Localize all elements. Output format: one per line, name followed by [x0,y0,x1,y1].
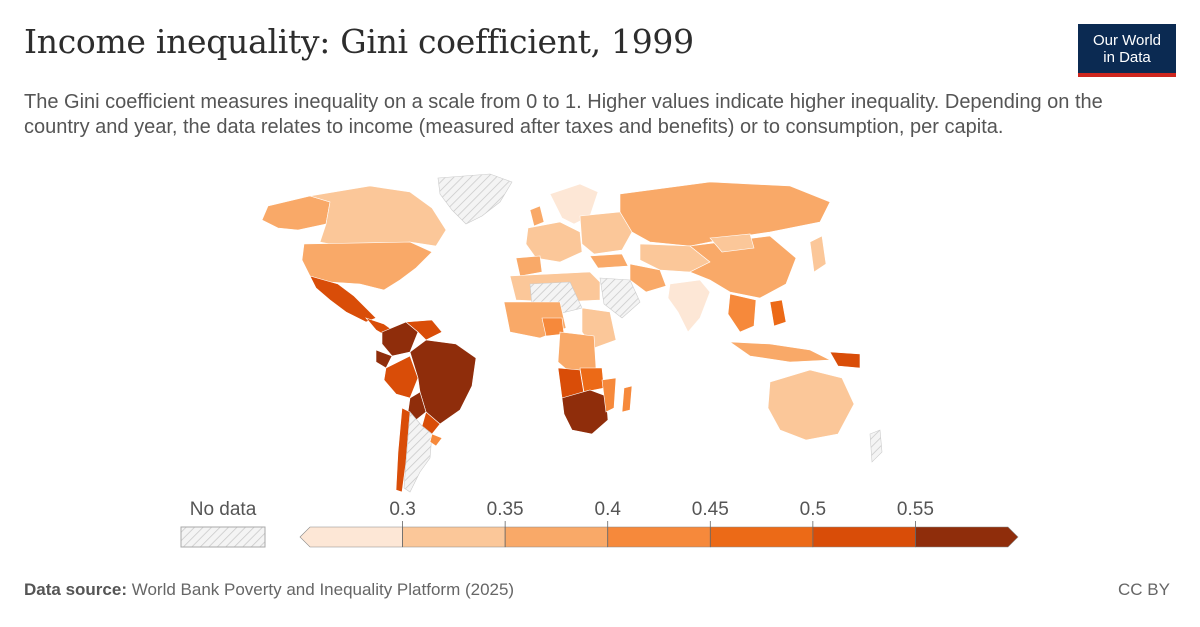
region-greenland[interactable] [438,174,512,224]
region-india[interactable] [668,280,710,332]
legend-bin[interactable] [505,527,608,547]
footer-source: Data source: World Bank Poverty and Ineq… [24,580,514,600]
region-canada[interactable] [310,186,446,246]
region-indonesia[interactable] [730,342,830,362]
license-link[interactable]: CC BY [1118,580,1170,600]
logo-line-2: in Data [1078,49,1176,66]
world-map [170,172,930,502]
region-uk[interactable] [530,206,544,226]
region-zambia[interactable] [580,368,604,392]
legend-bin[interactable] [915,527,1018,547]
legend-bin[interactable] [813,527,916,547]
legend-bin[interactable] [608,527,711,547]
region-uruguay[interactable] [430,434,442,446]
legend-tick-label: 0.55 [897,499,934,520]
legend-bin[interactable] [300,527,403,547]
region-alaska[interactable] [262,196,330,230]
region-png[interactable] [830,352,860,368]
logo-line-1: Our World [1078,32,1176,49]
region-madagascar[interactable] [622,386,632,412]
legend-no-data-label: No data [190,499,257,520]
legend-tick-label: 0.3 [389,499,415,520]
legend-tick-label: 0.4 [595,499,622,520]
chart-title: Income inequality: Gini coefficient, 199… [24,22,694,61]
source-label: Data source: [24,580,127,599]
region-japan[interactable] [810,236,826,272]
legend-tick-label: 0.5 [800,499,826,520]
region-indochina[interactable] [728,294,756,332]
chart-subtitle: The Gini coefficient measures inequality… [24,90,1154,140]
region-turkey[interactable] [590,254,628,268]
legend-tick-label: 0.35 [487,499,524,520]
legend-tick-label: 0.45 [692,499,729,520]
region-western-europe[interactable] [526,222,582,262]
owid-logo[interactable]: Our World in Data [1078,24,1176,77]
legend-bin[interactable] [710,527,813,547]
region-philippines[interactable] [770,300,786,326]
region-iberia[interactable] [516,256,542,276]
region-australia[interactable] [768,370,854,440]
legend-bin[interactable] [403,527,506,547]
region-southern-africa[interactable] [562,390,608,434]
region-new-zealand[interactable] [870,430,882,462]
legend-no-data-swatch[interactable] [181,527,265,547]
logo-accent-bar [1078,73,1176,77]
source-text[interactable]: World Bank Poverty and Inequality Platfo… [132,580,514,599]
